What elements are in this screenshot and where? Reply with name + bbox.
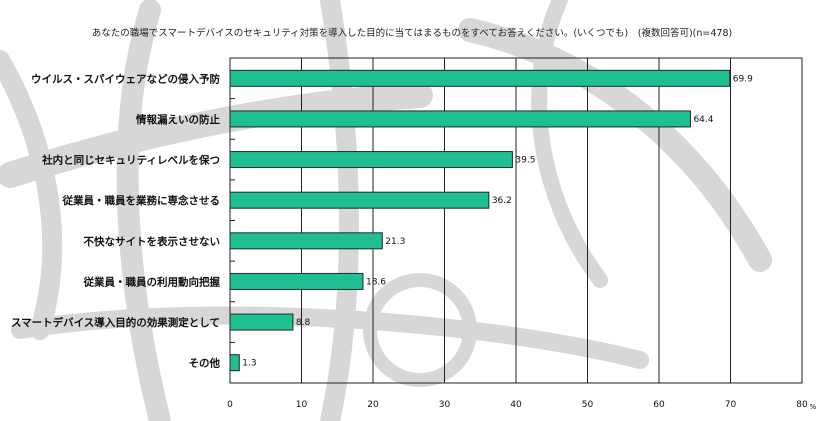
data-label: 8.8 [296, 318, 311, 328]
x-axis-ticks: 0 10 20 30 40 50 60 70 80 [227, 400, 808, 410]
x-tick-label: 20 [367, 400, 379, 410]
x-tick-label: 50 [582, 400, 594, 410]
chart-title: あなたの職場でスマートデバイスのセキュリティ対策を導入した目的に当てはまるものを… [92, 27, 732, 39]
data-label: 64.4 [693, 115, 713, 125]
bar [229, 69, 731, 87]
data-label: 69.9 [733, 74, 753, 84]
x-tick-label: 60 [653, 400, 665, 410]
bar [229, 272, 364, 290]
watermark-graphic [0, 0, 772, 421]
x-tick-label: 10 [296, 400, 308, 410]
category-labels: ウイルス・スパイウェアなどの侵入予防情報漏えいの防止社内と同じセキュリティレベル… [11, 72, 221, 369]
category-label: 社内と同じセキュリティレベルを保つ [41, 154, 220, 167]
bar [229, 313, 294, 331]
plot-frame [229, 57, 803, 384]
category-label: その他 [189, 357, 221, 370]
category-label: 従業員・職員の利用動向把握 [83, 275, 221, 288]
x-tick-label: 0 [227, 400, 233, 410]
bar [229, 191, 490, 209]
category-label: 情報漏えいの防止 [136, 113, 220, 126]
data-label: 1.3 [242, 359, 256, 369]
bar-series: 69.9 64.4 39.5 36.2 21.3 18.6 8.8 1.3 [229, 69, 753, 372]
x-axis-unit: % [810, 403, 817, 411]
data-label: 21.3 [385, 237, 405, 247]
data-label: 18.6 [366, 277, 386, 287]
x-tick-label: 80 [796, 400, 808, 410]
category-label: スマートデバイス導入目的の効果測定として [11, 316, 220, 329]
category-label: 従業員・職員を業務に専念させる [62, 194, 221, 207]
data-label: 39.5 [515, 156, 535, 166]
x-tick-label: 70 [725, 400, 737, 410]
bar [229, 354, 240, 372]
x-tick-label: 40 [510, 400, 522, 410]
category-label: 不快なサイトを表示させない [84, 235, 221, 248]
bar [229, 151, 513, 169]
x-tick-label: 30 [439, 400, 451, 410]
bar [229, 232, 383, 250]
bar [229, 110, 691, 128]
data-label: 36.2 [492, 196, 512, 206]
category-label: ウイルス・スパイウェアなどの侵入予防 [31, 72, 220, 85]
